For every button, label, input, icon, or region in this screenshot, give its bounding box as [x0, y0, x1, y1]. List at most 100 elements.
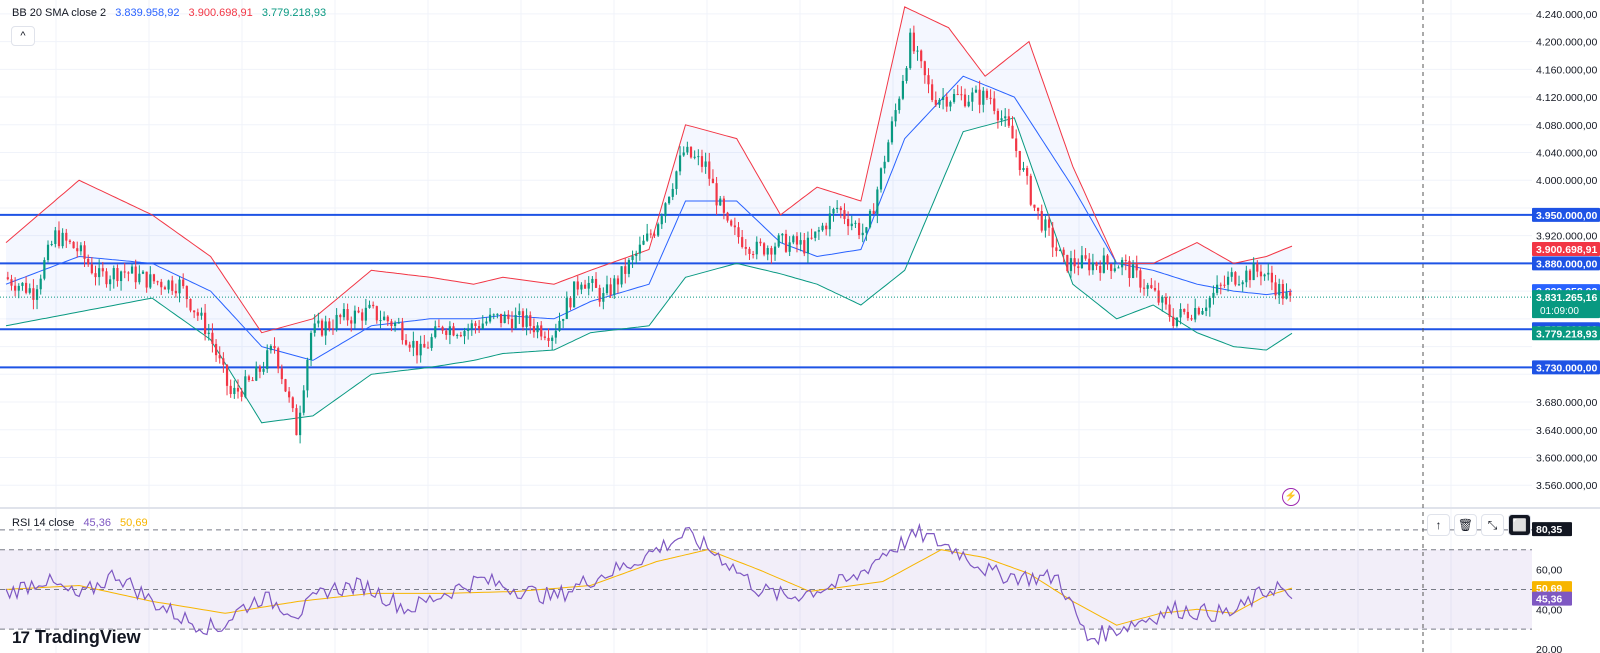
- candle-body: [569, 297, 572, 308]
- candle-body: [171, 280, 174, 291]
- bollinger-band-fill: [6, 6, 1292, 423]
- candle-body: [931, 84, 934, 100]
- y-tick-label: 3.680.000,00: [1536, 397, 1597, 409]
- candle-body: [247, 376, 251, 381]
- candle-body: [1205, 307, 1208, 312]
- candle-body: [792, 236, 795, 243]
- candle-body: [368, 304, 371, 308]
- lightning-icon[interactable]: ⚡: [1282, 488, 1300, 506]
- candle-body: [1245, 270, 1248, 283]
- candle-body: [478, 326, 481, 329]
- candle-body: [1084, 255, 1087, 259]
- candle-body: [730, 220, 733, 226]
- price-grid: [0, 0, 1532, 653]
- candle-body: [1051, 227, 1054, 248]
- candle-body: [843, 210, 846, 219]
- candle-body: [1252, 263, 1255, 281]
- candle-body: [1055, 247, 1058, 251]
- candle-body: [119, 271, 123, 282]
- candle-body: [255, 366, 258, 381]
- candle-body: [1256, 263, 1259, 272]
- rsi-legend[interactable]: RSI 14 close 45,36 50,69: [12, 517, 154, 529]
- candle-body: [638, 244, 641, 254]
- candle-body: [1040, 211, 1043, 231]
- candle-body: [711, 178, 715, 184]
- candle-body: [1201, 311, 1204, 315]
- candle-body: [1248, 270, 1252, 281]
- candle-body: [613, 278, 616, 296]
- candle-body: [1058, 249, 1062, 251]
- brand-logo[interactable]: 17 TradingView: [12, 627, 141, 648]
- candle-body: [949, 101, 952, 107]
- candle-body: [1190, 318, 1193, 320]
- candle-body: [708, 161, 711, 179]
- candle-body: [795, 236, 799, 245]
- bb-basis-line: [5, 75, 1293, 361]
- collapse-legend-button[interactable]: ^: [11, 26, 35, 46]
- candle-body: [152, 274, 156, 282]
- candle-body: [1066, 254, 1069, 272]
- delete-icon[interactable]: 🗑: [1454, 514, 1477, 536]
- candle-body: [1179, 309, 1182, 318]
- price-tags: 3.950.000,003.880.000,003.785.000,003.73…: [1532, 207, 1600, 375]
- candle-body: [1216, 284, 1219, 293]
- candle-body: [1106, 255, 1109, 265]
- candle-body: [251, 380, 254, 382]
- candle-body: [434, 326, 437, 338]
- candle-body: [605, 284, 609, 294]
- candle-body: [331, 328, 335, 330]
- candle-body: [657, 224, 660, 236]
- candle-body: [211, 332, 214, 344]
- candle-body: [1135, 264, 1138, 271]
- candle-body: [715, 183, 718, 206]
- candle-body: [591, 278, 594, 283]
- candle-body: [470, 323, 473, 329]
- candle-body: [485, 321, 488, 324]
- candle-body: [1018, 150, 1021, 170]
- candle-body: [1263, 274, 1266, 277]
- candle-body: [624, 266, 627, 274]
- candle-body: [952, 94, 956, 102]
- candle-body: [562, 319, 565, 321]
- y-tick-label: 4.160.000,00: [1536, 64, 1597, 76]
- candle-body: [1226, 276, 1230, 285]
- rsi-value: 45,36: [83, 517, 111, 529]
- candle-body: [295, 408, 298, 436]
- y-tick-label: 4.040.000,00: [1536, 147, 1597, 159]
- candle-body: [266, 350, 269, 370]
- bb-lower-value: 3.779.218,93: [261, 7, 327, 19]
- bb-basis-value: 3.839.958,92: [115, 7, 180, 19]
- candle-body: [861, 232, 864, 236]
- rsi-tag: 80,35: [1536, 524, 1562, 536]
- candle-body: [499, 313, 503, 324]
- candle-body: [79, 245, 82, 252]
- candle-body: [1219, 284, 1222, 286]
- candle-body: [1095, 262, 1098, 267]
- candle-body: [65, 232, 68, 241]
- candle-body: [583, 284, 587, 289]
- candle-body: [193, 310, 196, 313]
- maximize-pane-icon[interactable]: ⬜: [1508, 514, 1531, 536]
- candle-body: [876, 189, 879, 214]
- candle-body: [1230, 272, 1233, 277]
- candle-body: [759, 241, 762, 244]
- candle-body: [481, 323, 484, 329]
- candle-body: [1157, 290, 1160, 303]
- price-tag-countdown: 01:09:00: [1540, 306, 1579, 317]
- candle-body: [810, 237, 813, 239]
- candle-body: [978, 89, 981, 105]
- candle-body: [437, 326, 441, 328]
- indicator-legend[interactable]: BB 20 SMA close 2 3.839.958,92 3.900.698…: [12, 7, 332, 19]
- candle-body: [814, 231, 817, 238]
- move-up-icon[interactable]: ↑: [1427, 514, 1450, 536]
- collapse-pane-icon[interactable]: ⤡: [1481, 514, 1504, 536]
- brand-name: TradingView: [34, 627, 141, 647]
- price-tag-bg: [1532, 326, 1600, 341]
- candle-body: [306, 359, 309, 391]
- y-tick-label: 4.000.000,00: [1536, 175, 1597, 187]
- candle-body: [101, 268, 104, 272]
- candle-body: [825, 225, 828, 230]
- y-tick-label: 3.640.000,00: [1536, 425, 1597, 437]
- candle-body: [415, 340, 419, 356]
